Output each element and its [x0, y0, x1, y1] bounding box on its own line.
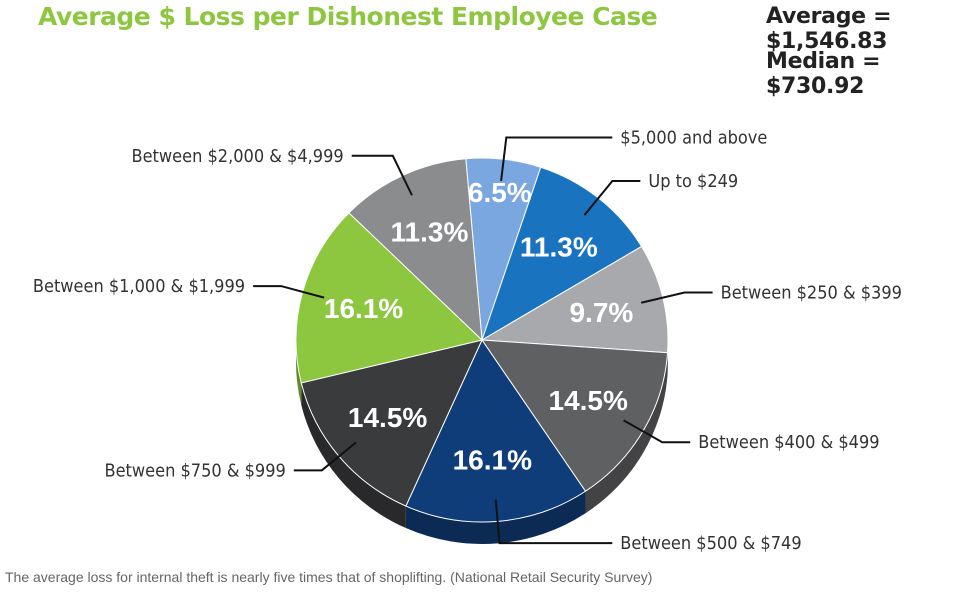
- slice-percent-label: 16.1%: [453, 445, 532, 476]
- callout-line: [293, 441, 357, 472]
- slice-percent-label: 11.3%: [391, 216, 469, 247]
- pie-side-4: [405, 491, 586, 545]
- median-stat: Median = $730.92: [766, 49, 976, 99]
- average-label: Average =: [766, 4, 892, 29]
- chart-title: Average $ Loss per Dishonest Employee Ca…: [38, 2, 658, 31]
- callout-line: [500, 136, 613, 182]
- callout-label: Between $500 & $749: [620, 533, 801, 554]
- median-label: Median =: [766, 49, 881, 74]
- pie-side-3: [585, 352, 668, 514]
- callout-line: [253, 285, 325, 299]
- slice-percent-label: 14.5%: [549, 385, 628, 416]
- callout-label: Between $750 & $999: [104, 460, 285, 481]
- callout-line: [351, 154, 413, 196]
- callout-label: $5,000 and above: [620, 128, 767, 149]
- slice-percent-label: 11.3%: [520, 231, 598, 262]
- callout-label: Between $1,000 & $1,999: [33, 276, 245, 297]
- pie-chart: 6.5% 11.3% 9.7% 14.5% 16.1% 14.5% 16.1% 11.3% $5…: [33, 128, 902, 555]
- slice-percent-label: 16.1%: [324, 293, 403, 324]
- callout-line: [640, 291, 713, 304]
- slice-percent-label: 9.7%: [569, 297, 633, 328]
- callout-label: Between $250 & $399: [721, 283, 902, 304]
- callout-line: [623, 419, 691, 444]
- pie-side-5: [301, 382, 406, 529]
- callout-line: [494, 499, 613, 545]
- average-stat: Average = $1,546.83: [766, 4, 976, 54]
- figure-caption: The average loss for internal theft is n…: [5, 569, 653, 585]
- average-value: $1,546.83: [766, 29, 888, 54]
- callout-label: Up to $249: [648, 171, 738, 192]
- callout-label: Between $400 & $499: [698, 432, 879, 453]
- slice-percent-label: 14.5%: [348, 402, 427, 433]
- median-value: $730.92: [766, 74, 865, 99]
- callout-line: [583, 180, 641, 216]
- slice-percent-label: 6.5%: [468, 177, 532, 208]
- callout-label: Between $2,000 & $4,999: [131, 146, 343, 167]
